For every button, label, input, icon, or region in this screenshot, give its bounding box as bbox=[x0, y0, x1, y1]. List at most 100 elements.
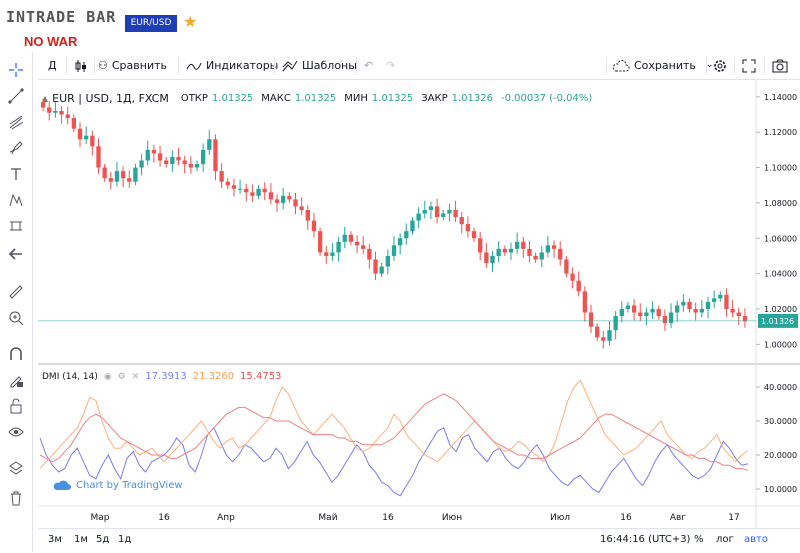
compare-button[interactable]: ⚇ Сравнить bbox=[98, 52, 167, 79]
legend-open-label: ОТКР bbox=[180, 93, 208, 104]
price-tick-label: 1.06000 bbox=[764, 234, 797, 243]
candle bbox=[582, 291, 588, 313]
auto-toggle[interactable]: авто bbox=[744, 534, 768, 545]
favorite-star-icon[interactable]: ★ bbox=[183, 12, 198, 31]
candle bbox=[96, 146, 101, 168]
candle bbox=[108, 178, 113, 182]
redo-icon[interactable]: ↷ bbox=[386, 59, 396, 72]
candle bbox=[521, 241, 526, 249]
candle bbox=[354, 241, 360, 246]
dmi-tick-label: 20.0000 bbox=[764, 451, 797, 460]
pitchfork-icon[interactable] bbox=[6, 112, 26, 132]
candle bbox=[441, 213, 446, 218]
templates-button[interactable]: Шаблоны bbox=[282, 52, 357, 79]
pair-selector[interactable]: EUR/USD bbox=[125, 15, 177, 32]
lock-icon[interactable] bbox=[6, 396, 26, 416]
fullscreen-icon[interactable] bbox=[742, 52, 756, 79]
dmi-settings-icon[interactable]: ⚙ bbox=[117, 371, 126, 382]
trash-icon[interactable] bbox=[6, 488, 26, 508]
legend-open: 1.01325 bbox=[211, 93, 254, 104]
legend-collapse-icon[interactable]: ▲ bbox=[42, 94, 49, 103]
templates-icon bbox=[282, 60, 298, 71]
candle bbox=[459, 217, 464, 225]
range-3m[interactable]: 3м bbox=[48, 534, 62, 545]
prediction-icon[interactable] bbox=[6, 216, 26, 236]
candle bbox=[705, 301, 711, 309]
candle bbox=[379, 266, 384, 274]
tradingview-watermark[interactable]: Chart by TradingView bbox=[52, 478, 183, 492]
zoom-icon[interactable] bbox=[6, 308, 26, 328]
legend-high: 1.01325 bbox=[294, 93, 337, 104]
candle bbox=[681, 301, 686, 306]
candle bbox=[324, 252, 329, 256]
candle bbox=[293, 199, 298, 207]
eye-icon[interactable] bbox=[6, 422, 26, 442]
candle bbox=[274, 199, 280, 203]
price-tick-label: 1.08000 bbox=[764, 199, 797, 208]
save-label: Сохранить bbox=[634, 59, 696, 72]
candle bbox=[114, 171, 120, 182]
candle bbox=[367, 248, 372, 260]
candle bbox=[447, 209, 452, 214]
candle bbox=[564, 259, 569, 274]
legend-high-label: МАКС bbox=[261, 93, 291, 104]
undo-icon[interactable]: ↶ bbox=[364, 59, 374, 72]
indicators-label: Индикаторы bbox=[206, 59, 279, 72]
layers-icon[interactable] bbox=[6, 458, 26, 478]
candle bbox=[533, 255, 538, 260]
magnet-icon[interactable] bbox=[6, 344, 26, 364]
range-1d[interactable]: 1д bbox=[118, 534, 132, 545]
bar-style-button[interactable] bbox=[74, 52, 88, 79]
candle bbox=[428, 206, 434, 210]
candle bbox=[502, 248, 507, 253]
candle bbox=[668, 312, 674, 324]
candle bbox=[59, 110, 64, 115]
candle bbox=[644, 312, 649, 317]
lock-drawings-icon[interactable] bbox=[6, 370, 26, 390]
time-tick-label: Авг bbox=[670, 513, 686, 523]
percent-toggle[interactable]: % bbox=[694, 534, 704, 545]
indicators-button[interactable]: Индикаторы bbox=[186, 52, 278, 79]
candle bbox=[170, 156, 175, 165]
range-1m[interactable]: 1м bbox=[74, 534, 88, 545]
brush-icon[interactable] bbox=[6, 138, 26, 158]
clock-time[interactable]: 16:44:16 (UTC+3) bbox=[600, 534, 691, 545]
candle bbox=[133, 167, 138, 182]
candle bbox=[194, 164, 200, 168]
log-toggle[interactable]: лог bbox=[716, 534, 734, 545]
candle bbox=[237, 188, 243, 190]
range-5d[interactable]: 5д bbox=[96, 534, 110, 545]
candle bbox=[724, 294, 729, 309]
chart-area[interactable]: 1.14000 1.12000 1.10000 1.08000 1.06000 1.040… bbox=[38, 80, 800, 528]
last-price-badge bbox=[758, 313, 798, 328]
candle bbox=[40, 102, 46, 108]
price-tick-label: 1.10000 bbox=[764, 164, 797, 173]
candle bbox=[650, 308, 655, 313]
candle bbox=[514, 241, 520, 249]
candle bbox=[311, 220, 317, 232]
settings-gear-icon[interactable] bbox=[712, 52, 728, 79]
pattern-icon[interactable] bbox=[6, 190, 26, 210]
slogan: NO WAR bbox=[24, 34, 78, 49]
interval-button[interactable]: Д bbox=[48, 59, 57, 72]
trend-line-icon[interactable] bbox=[6, 86, 26, 106]
back-arrow-icon[interactable] bbox=[6, 244, 26, 264]
candle bbox=[213, 139, 218, 172]
dmi-close-icon[interactable]: ✕ bbox=[131, 371, 140, 382]
candle bbox=[145, 149, 150, 161]
legend-low-label: МИН bbox=[344, 93, 368, 104]
dmi-series-line bbox=[39, 393, 749, 471]
candle bbox=[244, 188, 249, 193]
text-icon[interactable] bbox=[6, 164, 26, 184]
candle bbox=[416, 213, 421, 221]
watermark-text: Chart by TradingView bbox=[76, 479, 183, 491]
crosshair-icon[interactable] bbox=[6, 60, 26, 80]
candle bbox=[687, 301, 692, 309]
dmi-series-line bbox=[39, 426, 749, 497]
dmi-eye-icon[interactable]: ◉ bbox=[103, 371, 112, 382]
candle bbox=[391, 245, 397, 256]
price-tick-label: 1.00000 bbox=[764, 340, 797, 349]
camera-icon[interactable] bbox=[772, 52, 788, 79]
save-button[interactable]: Сохранить ⌄ bbox=[612, 52, 713, 79]
ruler-icon[interactable] bbox=[6, 282, 26, 302]
